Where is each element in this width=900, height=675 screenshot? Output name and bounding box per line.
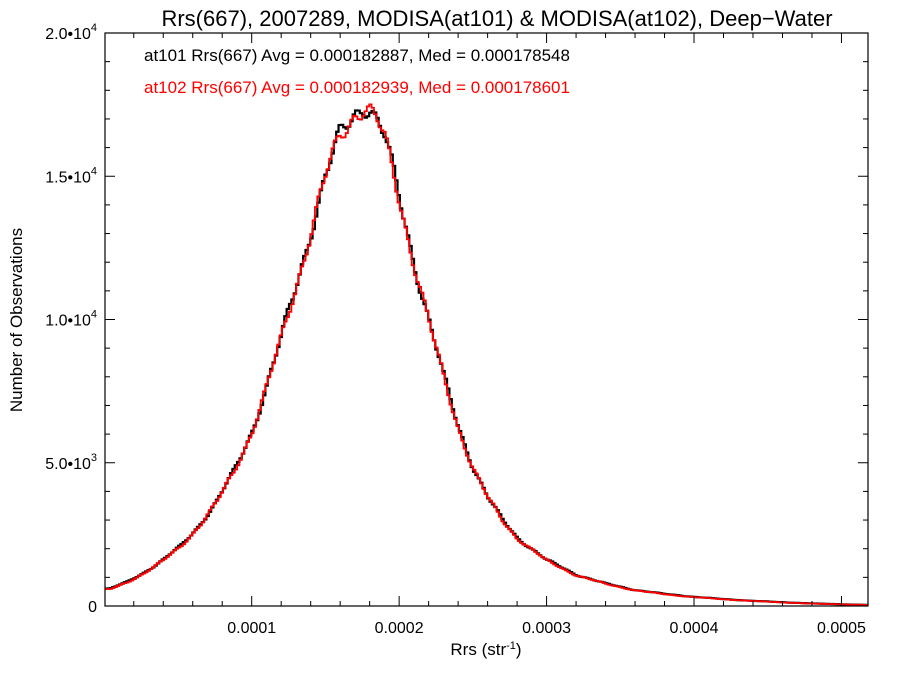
- x-tick-label: 0.0004: [670, 620, 719, 637]
- y-tick-label: 5.0•103: [45, 452, 97, 473]
- y-tick-label: 2.0•104: [45, 22, 97, 43]
- x-tick-label: 0.0003: [522, 620, 571, 637]
- legend-entry-at101: at101 Rrs(667) Avg = 0.000182887, Med = …: [144, 46, 570, 65]
- x-axis-label: Rrs (str-1): [450, 640, 521, 659]
- x-axis: 0.0001 0.0002 0.0003 0.0004 0.0005: [133, 33, 866, 637]
- chart-title: Rrs(667), 2007289, MODISA(at101) & MODIS…: [161, 6, 832, 31]
- series-line-at101: [105, 109, 869, 606]
- x-tick-label: 0.0001: [227, 620, 276, 637]
- y-tick-label: 1.0•104: [45, 309, 97, 330]
- y-axis-label: Number of Observations: [7, 228, 26, 412]
- series-line-at102: [105, 103, 868, 606]
- x-tick-label: 0.0005: [817, 620, 866, 637]
- y-tick-label: 0: [88, 599, 97, 616]
- x-tick-label: 0.0002: [375, 620, 424, 637]
- legend-entry-at102: at102 Rrs(667) Avg = 0.000182939, Med = …: [144, 78, 570, 97]
- y-axis: 0 5.0•103 1.0•104 1.5•104 2.0•104: [45, 22, 868, 616]
- plot-frame: [104, 32, 869, 607]
- y-tick-label: 1.5•104: [45, 165, 97, 186]
- series-layer: [105, 103, 869, 606]
